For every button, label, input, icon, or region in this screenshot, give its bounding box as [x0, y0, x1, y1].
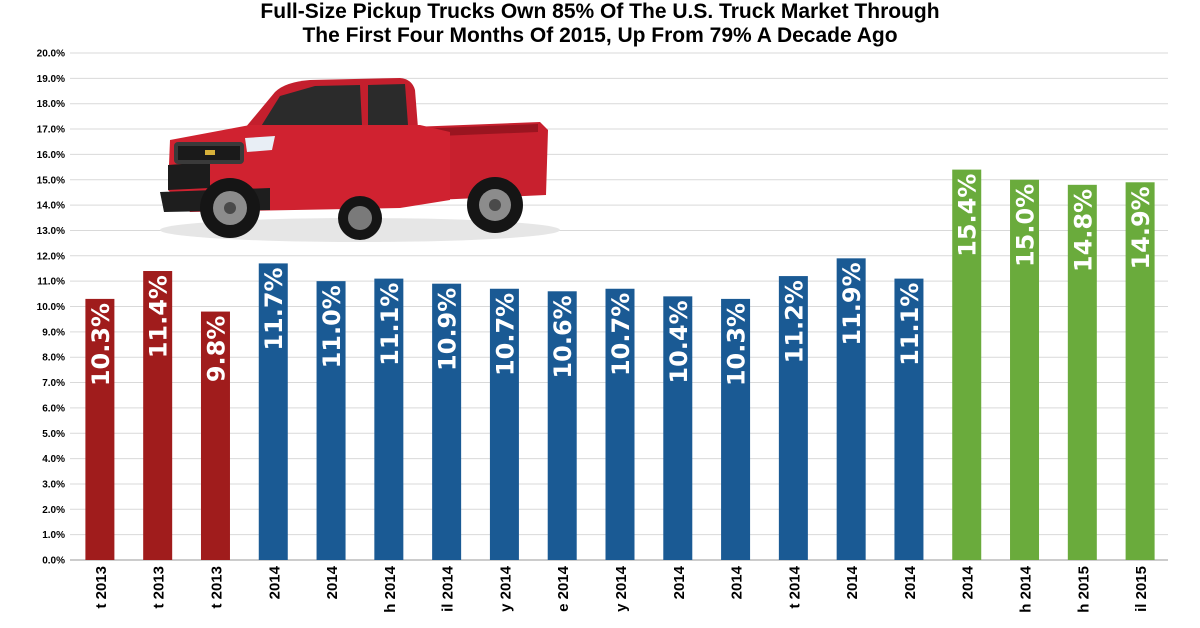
data-label: 10.4%	[665, 300, 693, 383]
x-tick-label: il 2014	[440, 565, 457, 612]
y-tick-label: 15.0%	[37, 175, 65, 186]
y-tick-label: 12.0%	[37, 251, 65, 262]
bar	[85, 298, 115, 560]
chart-title-line-1: Full-Size Pickup Trucks Own 85% Of The U…	[260, 0, 940, 23]
pickup-truck-image	[160, 78, 560, 242]
x-tick-label: t 2014	[786, 565, 803, 608]
data-label: 11.2%	[780, 280, 808, 363]
bar	[200, 311, 230, 560]
x-tick-label: y 2014	[613, 565, 630, 612]
bar	[143, 271, 173, 560]
y-tick-label: 7.0%	[42, 378, 65, 389]
y-tick-label: 6.0%	[42, 403, 65, 414]
x-tick-label: h 2014	[1018, 565, 1035, 612]
x-tick-label: 2014	[671, 565, 688, 599]
bar	[1067, 184, 1097, 560]
data-label: 10.7%	[491, 293, 519, 376]
data-label: 10.3%	[87, 303, 115, 386]
x-tick-label: h 2014	[382, 565, 399, 612]
data-label: 14.9%	[1127, 186, 1155, 269]
data-label: 10.6%	[549, 295, 577, 378]
bar	[432, 283, 462, 560]
data-label: 14.8%	[1069, 189, 1097, 272]
y-tick-label: 11.0%	[37, 277, 65, 288]
x-tick-label: t 2013	[208, 566, 225, 609]
x-tick-label: 2014	[902, 565, 919, 599]
x-tick-label: 2014	[960, 565, 977, 599]
bar	[778, 276, 808, 560]
y-tick-label: 20.0%	[37, 49, 65, 60]
data-label: 15.4%	[954, 174, 982, 257]
x-tick-label: h 2015	[1075, 566, 1092, 613]
bar	[489, 288, 519, 560]
y-tick-label: 19.0%	[37, 74, 65, 85]
x-tick-label: t 2013	[151, 566, 168, 609]
y-tick-label: 5.0%	[42, 429, 65, 440]
data-label: 10.9%	[434, 288, 462, 371]
bar	[258, 263, 288, 560]
data-label: 10.7%	[607, 293, 635, 376]
x-tick-label: 2014	[266, 565, 283, 599]
bar	[721, 298, 751, 560]
bar	[663, 296, 693, 560]
y-tick-label: 13.0%	[37, 226, 65, 237]
bar	[547, 291, 577, 560]
bar	[605, 288, 635, 560]
bar	[1010, 179, 1040, 560]
y-tick-label: 17.0%	[37, 125, 65, 136]
y-tick-label: 4.0%	[42, 454, 65, 465]
data-label: 11.1%	[376, 283, 404, 366]
data-label: 11.4%	[145, 275, 173, 358]
data-label: 9.8%	[202, 316, 230, 383]
y-tick-label: 16.0%	[37, 150, 65, 161]
y-tick-label: 18.0%	[37, 99, 65, 110]
chart-title-line-2: The First Four Months Of 2015, Up From 7…	[302, 24, 898, 47]
x-tick-label: e 2014	[555, 565, 572, 612]
data-label: 11.0%	[318, 285, 346, 368]
bar	[316, 281, 346, 560]
data-label: 10.3%	[723, 303, 751, 386]
x-tick-label: il 2015	[1133, 566, 1150, 612]
data-label: 11.1%	[896, 283, 924, 366]
x-tick-label: 2014	[729, 565, 746, 599]
y-tick-label: 8.0%	[42, 353, 65, 364]
y-tick-label: 10.0%	[37, 302, 65, 313]
y-tick-label: 3.0%	[42, 479, 65, 490]
data-label: 11.7%	[260, 267, 288, 350]
bar	[836, 258, 866, 560]
bar	[894, 278, 924, 560]
x-tick-label: t 2013	[93, 566, 110, 609]
y-tick-label: 14.0%	[37, 201, 65, 212]
y-tick-label: 1.0%	[42, 530, 65, 541]
y-tick-label: 9.0%	[42, 327, 65, 338]
data-label: 11.9%	[838, 262, 866, 345]
bar	[1125, 182, 1155, 560]
y-tick-label: 0.0%	[42, 556, 65, 567]
x-tick-label: 2014	[844, 565, 861, 599]
x-tick-label: 2014	[324, 565, 341, 599]
bar	[952, 169, 982, 561]
bar	[374, 278, 404, 560]
data-label: 15.0%	[1012, 184, 1040, 267]
y-tick-label: 2.0%	[42, 505, 65, 516]
x-tick-label: y 2014	[497, 565, 514, 612]
